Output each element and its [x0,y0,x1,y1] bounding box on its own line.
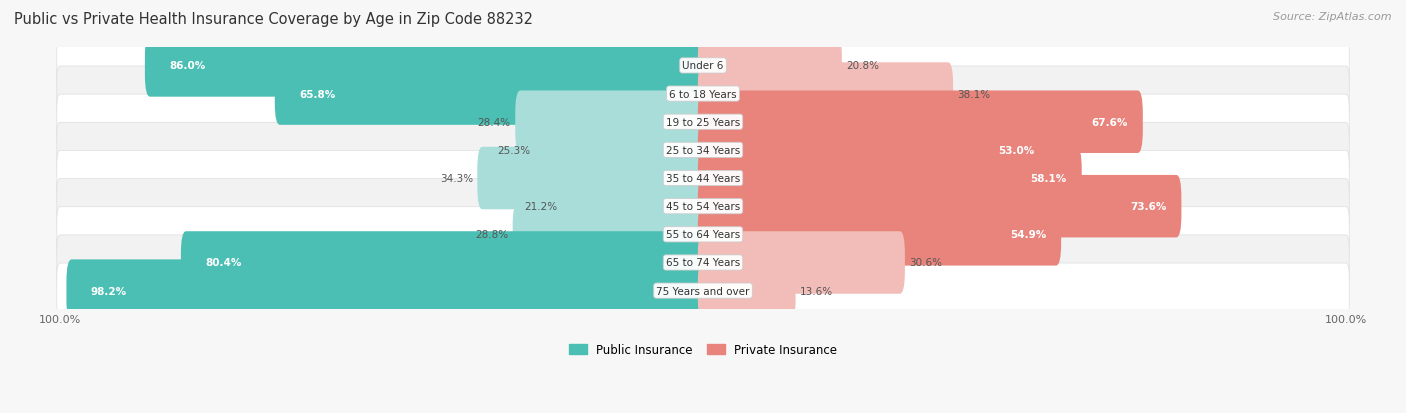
Text: 35 to 44 Years: 35 to 44 Years [666,173,740,184]
FancyBboxPatch shape [145,35,709,97]
Text: 6 to 18 Years: 6 to 18 Years [669,89,737,100]
Text: 28.8%: 28.8% [475,230,508,240]
Text: 86.0%: 86.0% [169,61,205,71]
Text: 19 to 25 Years: 19 to 25 Years [666,117,740,128]
FancyBboxPatch shape [56,95,1350,150]
FancyBboxPatch shape [56,179,1350,234]
FancyBboxPatch shape [513,204,709,266]
Text: 25 to 34 Years: 25 to 34 Years [666,145,740,156]
FancyBboxPatch shape [697,63,953,126]
Text: Under 6: Under 6 [682,61,724,71]
FancyBboxPatch shape [697,147,1081,210]
Text: Public vs Private Health Insurance Coverage by Age in Zip Code 88232: Public vs Private Health Insurance Cover… [14,12,533,27]
FancyBboxPatch shape [561,176,709,238]
FancyBboxPatch shape [66,260,709,322]
FancyBboxPatch shape [697,35,842,97]
FancyBboxPatch shape [56,39,1350,94]
FancyBboxPatch shape [697,91,1143,154]
Legend: Public Insurance, Private Insurance: Public Insurance, Private Insurance [564,338,842,361]
Text: 13.6%: 13.6% [800,286,834,296]
FancyBboxPatch shape [536,119,709,182]
Text: 55 to 64 Years: 55 to 64 Years [666,230,740,240]
Text: 65 to 74 Years: 65 to 74 Years [666,258,740,268]
Text: 21.2%: 21.2% [524,202,557,212]
FancyBboxPatch shape [181,232,709,294]
FancyBboxPatch shape [697,176,1181,238]
Text: 67.6%: 67.6% [1091,117,1128,128]
Text: 98.2%: 98.2% [91,286,127,296]
Text: 58.1%: 58.1% [1031,173,1067,184]
Text: 75 Years and over: 75 Years and over [657,286,749,296]
FancyBboxPatch shape [697,260,796,322]
Text: 54.9%: 54.9% [1010,230,1046,240]
Text: 45 to 54 Years: 45 to 54 Years [666,202,740,212]
FancyBboxPatch shape [697,204,1062,266]
FancyBboxPatch shape [56,67,1350,122]
Text: 25.3%: 25.3% [498,145,530,156]
Text: 20.8%: 20.8% [846,61,879,71]
Text: 28.4%: 28.4% [478,117,510,128]
FancyBboxPatch shape [56,235,1350,290]
FancyBboxPatch shape [697,119,1049,182]
FancyBboxPatch shape [515,91,709,154]
FancyBboxPatch shape [56,123,1350,178]
Text: 80.4%: 80.4% [205,258,242,268]
FancyBboxPatch shape [274,63,709,126]
Text: 38.1%: 38.1% [957,89,991,100]
FancyBboxPatch shape [56,151,1350,206]
Text: Source: ZipAtlas.com: Source: ZipAtlas.com [1274,12,1392,22]
FancyBboxPatch shape [56,263,1350,318]
Text: 73.6%: 73.6% [1130,202,1167,212]
FancyBboxPatch shape [477,147,709,210]
FancyBboxPatch shape [697,232,905,294]
Text: 30.6%: 30.6% [910,258,942,268]
Text: 53.0%: 53.0% [998,145,1035,156]
Text: 34.3%: 34.3% [440,173,472,184]
FancyBboxPatch shape [56,207,1350,262]
Text: 65.8%: 65.8% [299,89,336,100]
